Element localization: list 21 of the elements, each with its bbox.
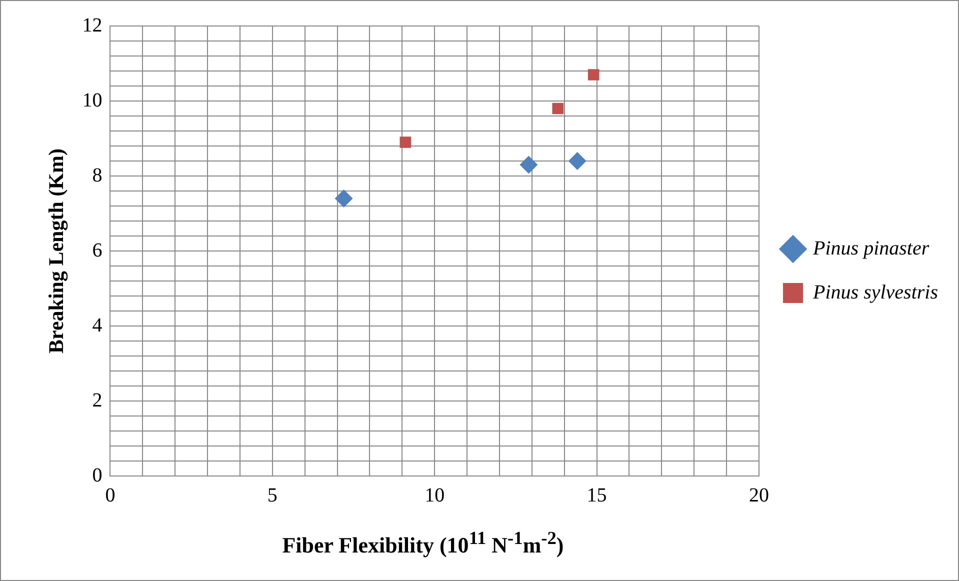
point (400, 136, 412, 148)
y-tick-label: 12 (82, 14, 102, 36)
legend-label: Pinus sylvestris (812, 281, 938, 304)
y-tick-label: 4 (92, 314, 102, 336)
point (520, 156, 538, 174)
y-tick-label: 10 (82, 89, 102, 112)
point (588, 69, 600, 80)
x-tick-label: 5 (267, 484, 278, 506)
y-tick-label: 0 (92, 464, 102, 486)
y-axis-title: Breaking Length (Km) (44, 148, 68, 354)
x-tick-label: 15 (586, 484, 607, 506)
x-axis-title: Fiber Flexibility (10$^{11}$ N$^{-1}$m$^{-2}$) (281, 528, 565, 558)
y-tick-label: 6 (92, 239, 102, 262)
point (334, 190, 353, 208)
x-tick-label: 20 (749, 484, 770, 506)
point (552, 102, 564, 114)
y-tick-label: 8 (92, 164, 102, 186)
legend-label: Pinus pinaster (812, 237, 930, 260)
x-tick-label: 10 (424, 484, 445, 506)
point (568, 152, 586, 170)
y-tick-label: 2 (92, 389, 102, 412)
